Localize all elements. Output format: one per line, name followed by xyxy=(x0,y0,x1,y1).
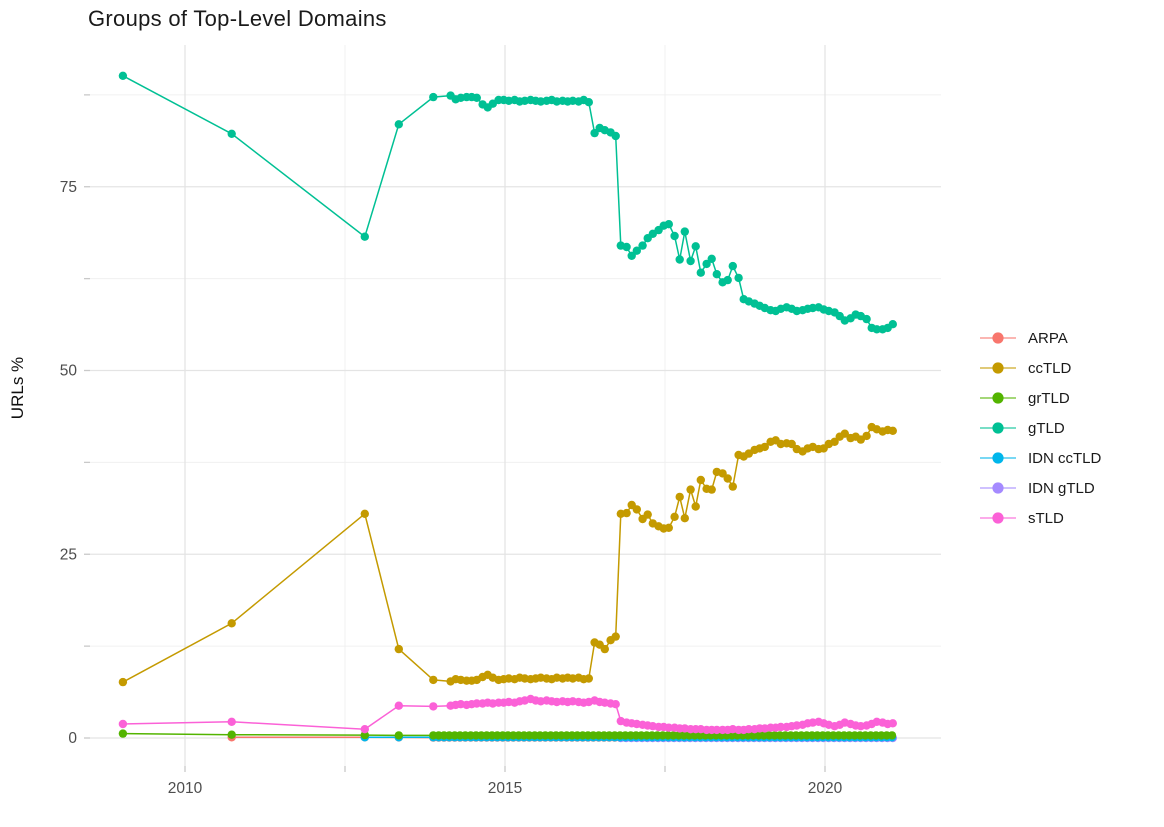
legend-key-icon xyxy=(980,392,1016,404)
legend-label: grTLD xyxy=(1028,389,1070,407)
legend-item-gTLD: gTLD xyxy=(978,413,1101,443)
legend-item-sTLD: sTLD xyxy=(978,503,1101,533)
legend-item-IDN-ccTLD: IDN ccTLD xyxy=(978,443,1101,473)
svg-text:2015: 2015 xyxy=(488,780,522,797)
legend-key-icon xyxy=(980,452,1016,464)
legend-label: IDN gTLD xyxy=(1028,479,1095,497)
svg-text:2010: 2010 xyxy=(168,780,203,797)
svg-text:50: 50 xyxy=(60,363,78,380)
series-gTLD xyxy=(118,71,897,334)
legend-key-icon xyxy=(980,362,1016,374)
legend-label: sTLD xyxy=(1028,509,1064,527)
legend-label: IDN ccTLD xyxy=(1028,449,1102,467)
legend-key-icon xyxy=(980,512,1016,524)
series-ccTLD xyxy=(118,422,897,687)
svg-text:2020: 2020 xyxy=(808,780,843,797)
svg-text:0: 0 xyxy=(68,730,77,747)
svg-text:75: 75 xyxy=(60,179,77,196)
svg-text:25: 25 xyxy=(60,546,77,563)
legend-item-ARPA: ARPA xyxy=(978,323,1101,353)
legend-label: ccTLD xyxy=(1028,359,1072,377)
legend-item-ccTLD: ccTLD xyxy=(978,353,1101,383)
legend-key-icon xyxy=(980,332,1016,344)
legend-label: gTLD xyxy=(1028,419,1065,437)
legend-item-IDN-gTLD: IDN gTLD xyxy=(978,473,1101,503)
chart-title: Groups of Top-Level Domains xyxy=(88,6,387,31)
legend-key-icon xyxy=(980,422,1016,434)
series-grTLD xyxy=(118,729,897,740)
legend-key-icon xyxy=(980,482,1016,494)
series-sTLD xyxy=(118,694,897,735)
legend-label: ARPA xyxy=(1028,329,1068,347)
legend: ARPA ccTLD grTLD gTLD IDN ccTLD IDN gTLD sTLD xyxy=(978,323,1101,533)
legend-item-grTLD: grTLD xyxy=(978,383,1101,413)
